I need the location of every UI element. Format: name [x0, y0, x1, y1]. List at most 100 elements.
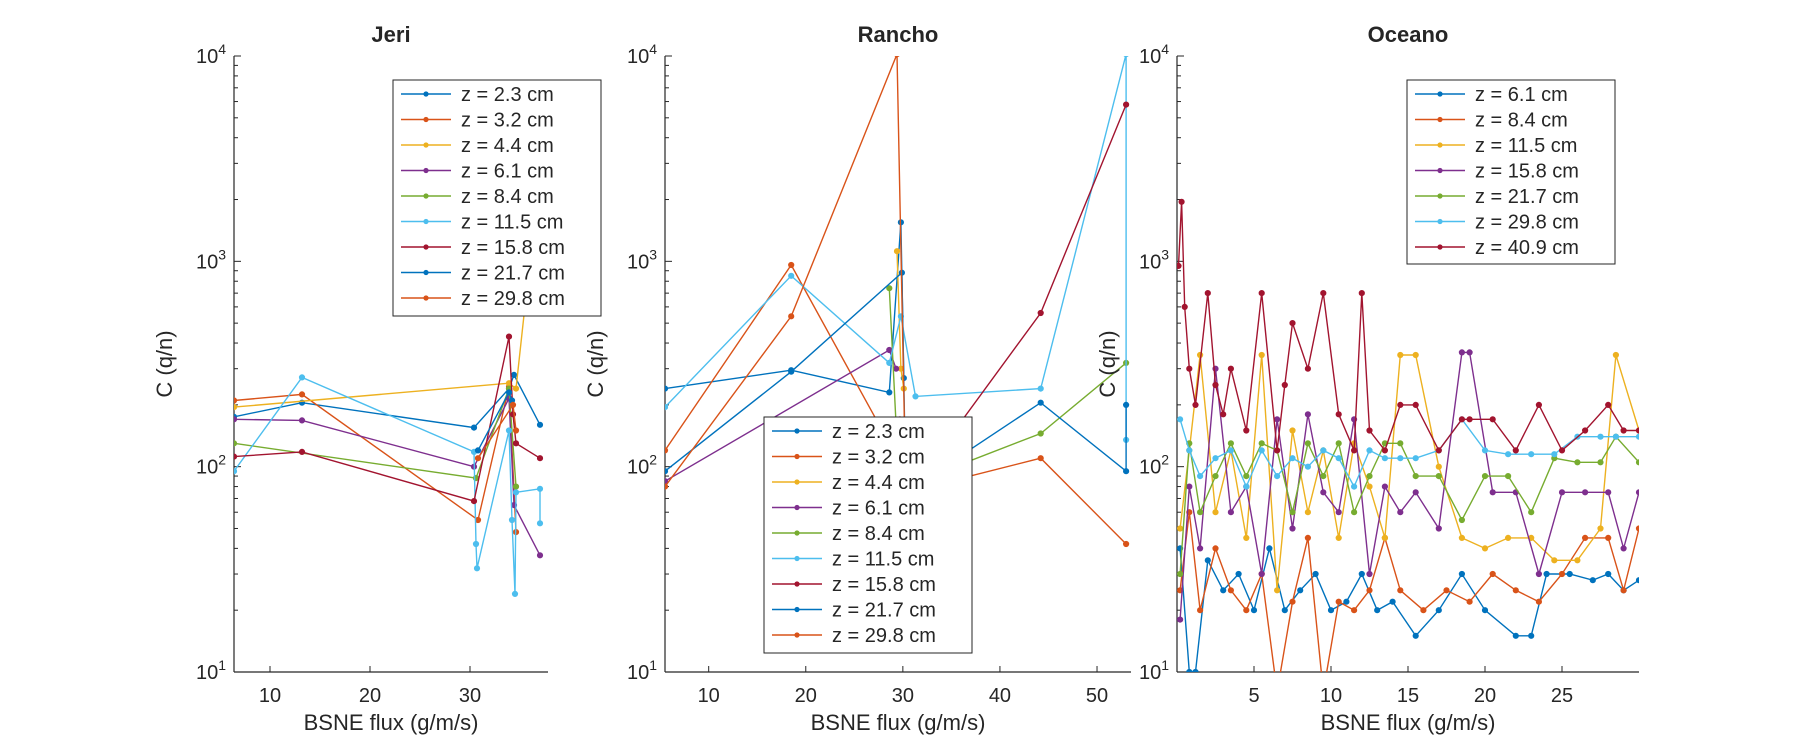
- data-point: [1352, 448, 1357, 453]
- data-point: [1038, 456, 1043, 461]
- legend-marker: [794, 556, 799, 561]
- data-point: [1187, 366, 1192, 371]
- data-point: [471, 425, 476, 430]
- legend-label: z = 4.4 cm: [461, 135, 554, 157]
- data-point: [1259, 291, 1264, 296]
- data-point: [1259, 441, 1264, 446]
- data-point: [662, 469, 667, 474]
- data-point: [1305, 412, 1310, 417]
- data-point: [1352, 484, 1357, 489]
- data-point: [1305, 535, 1310, 540]
- chart-jeri: 10 20 30 101 102 103 104 Jeri BSNE flux (g/m/s) C…: [152, 22, 601, 735]
- legend-marker: [423, 142, 428, 147]
- data-point: [1275, 448, 1280, 453]
- x-tick-label: 15: [1397, 685, 1419, 707]
- data-point: [1467, 599, 1472, 604]
- data-point: [1559, 490, 1564, 495]
- data-point: [1221, 412, 1226, 417]
- data-point: [789, 314, 794, 319]
- chart-title: Rancho: [858, 22, 939, 47]
- data-point: [1038, 310, 1043, 315]
- legend-label: z = 29.8 cm: [461, 288, 565, 310]
- data-point: [1205, 558, 1210, 563]
- data-point: [1382, 535, 1387, 540]
- legend-label: z = 15.8 cm: [832, 574, 936, 596]
- data-point: [1598, 526, 1603, 531]
- x-tick-label: 10: [698, 685, 720, 707]
- data-point: [1198, 608, 1203, 613]
- legend-marker: [423, 91, 428, 96]
- series-6: [662, 52, 1128, 443]
- data-point: [1367, 448, 1372, 453]
- x-tick-label: 10: [259, 685, 281, 707]
- series-5: [1178, 434, 1642, 577]
- data-point: [1321, 490, 1326, 495]
- chart-oceano: 5 10 15 20 25101102103104OceanoBSNE flux (g/…: [1095, 22, 1642, 735]
- data-point: [1513, 588, 1518, 593]
- data-point: [1198, 510, 1203, 515]
- data-point: [1552, 452, 1557, 457]
- data-point: [509, 517, 514, 522]
- data-point: [1290, 526, 1295, 531]
- data-point: [1275, 474, 1280, 479]
- series-1: [662, 220, 906, 395]
- data-point: [1038, 431, 1043, 436]
- series-line: [665, 54, 1126, 440]
- chart-title: Oceano: [1368, 22, 1449, 47]
- data-point: [474, 566, 479, 571]
- x-tick-label: 20: [1474, 685, 1496, 707]
- y-tick-label: 103: [196, 246, 226, 273]
- data-point: [1193, 402, 1198, 407]
- data-point: [231, 398, 236, 403]
- data-point: [511, 372, 516, 377]
- data-point: [231, 441, 236, 446]
- legend-marker: [423, 295, 428, 300]
- data-point: [1621, 546, 1626, 551]
- legend-marker: [1437, 244, 1442, 249]
- data-point: [1583, 490, 1588, 495]
- data-point: [506, 390, 511, 395]
- data-point: [1336, 599, 1341, 604]
- data-point: [1506, 474, 1511, 479]
- data-point: [1375, 608, 1380, 613]
- legend-marker: [794, 607, 799, 612]
- data-point: [913, 394, 918, 399]
- data-point: [1124, 52, 1129, 57]
- x-tick-label: 50: [1086, 685, 1108, 707]
- data-point: [1275, 689, 1280, 694]
- data-point: [1213, 382, 1218, 387]
- data-point: [1259, 352, 1264, 357]
- legend-marker: [794, 505, 799, 510]
- series-line: [1180, 355, 1639, 590]
- data-point: [1506, 452, 1511, 457]
- data-point: [1313, 571, 1318, 576]
- legend: z = 2.3 cmz = 3.2 cmz = 4.4 cmz = 6.1 cm…: [764, 417, 972, 653]
- data-point: [1490, 417, 1495, 422]
- data-point: [1275, 588, 1280, 593]
- data-point: [1636, 434, 1641, 439]
- legend-label: z = 6.1 cm: [461, 161, 554, 183]
- data-point: [1305, 366, 1310, 371]
- data-point: [506, 428, 511, 433]
- legend-marker: [1437, 219, 1442, 224]
- y-axis-label: C (q/n): [583, 330, 608, 397]
- data-point: [1336, 441, 1341, 446]
- data-point: [1038, 400, 1043, 405]
- legend-marker: [794, 581, 799, 586]
- data-point: [231, 454, 236, 459]
- legend-label: z = 3.2 cm: [832, 447, 925, 469]
- data-point: [1413, 456, 1418, 461]
- y-tick-label: 101: [1139, 657, 1169, 684]
- x-tick-label: 30: [892, 685, 914, 707]
- y-tick-label: 101: [196, 657, 226, 684]
- data-point: [1367, 588, 1372, 593]
- legend-label: z = 8.4 cm: [1475, 110, 1568, 132]
- data-point: [299, 449, 304, 454]
- data-point: [1344, 599, 1349, 604]
- data-point: [1236, 571, 1241, 576]
- x-axis-label: BSNE flux (g/m/s): [811, 710, 986, 735]
- data-point: [1359, 291, 1364, 296]
- data-point: [1213, 510, 1218, 515]
